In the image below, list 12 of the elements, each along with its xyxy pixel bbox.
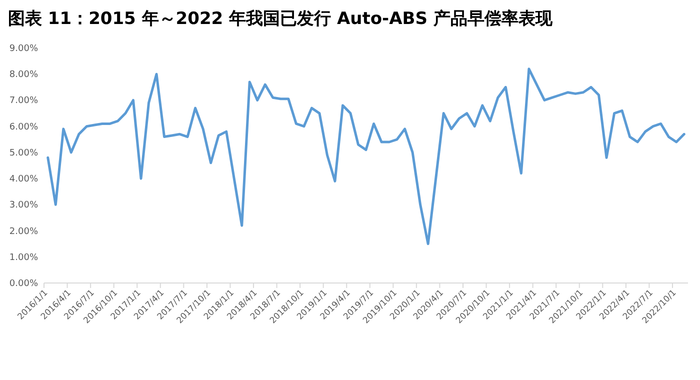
y-tick-label: 7.00% [9,96,38,106]
y-tick-label: 6.00% [9,122,38,132]
y-tick-label: 5.00% [9,148,38,158]
y-tick-label: 9.00% [9,44,38,54]
chart-title: 图表 11：2015 年～2022 年我国已发行 Auto-ABS 产品早偿率表现 [8,9,554,29]
line-series [46,68,686,246]
y-tick-label: 0.00% [9,279,38,289]
y-tick-label: 4.00% [9,174,38,185]
y-tick-label: 2.00% [9,226,38,237]
y-tick-label: 1.00% [9,252,38,263]
y-tick-label: 8.00% [9,70,38,80]
y-tick-label: 3.00% [9,200,38,211]
